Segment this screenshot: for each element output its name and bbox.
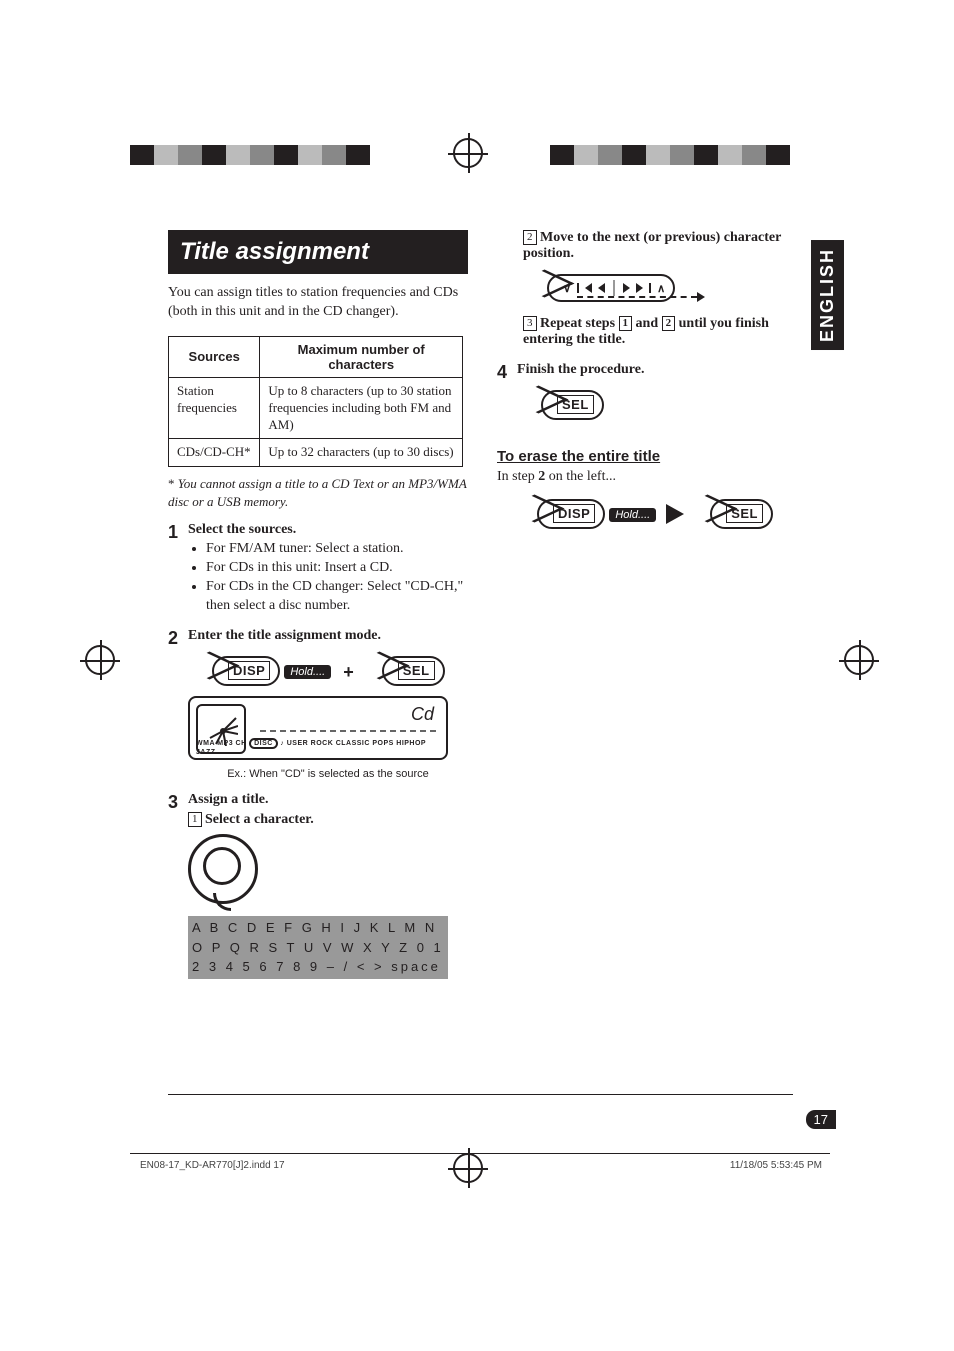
- step-number: 4: [497, 362, 507, 420]
- disp-button-icon: DISP: [537, 499, 605, 529]
- segment-row: WMA MP3 CH DISC ♪ USER ROCK CLASSIC POPS…: [196, 738, 446, 756]
- step-title: Assign a title.: [188, 792, 468, 808]
- language-tab: ENGLISH: [811, 240, 844, 350]
- table-cell: CDs/CD-CH*: [169, 439, 260, 467]
- knob-icon: [188, 834, 258, 904]
- erase-heading: To erase the entire title: [497, 448, 797, 465]
- substep-number: 1: [188, 812, 202, 827]
- registration-mark-icon: [453, 1153, 483, 1183]
- step-2: 2 Enter the title assignment mode. DISP …: [168, 628, 468, 780]
- step-number: 3: [168, 792, 178, 979]
- step-number: 1: [168, 522, 178, 616]
- sel-button-icon: SEL: [541, 390, 604, 420]
- disp-button-icon: DISP: [212, 656, 280, 686]
- bullet: For CDs in the CD changer: Select "CD-CH…: [206, 578, 468, 616]
- step-4: 4 Finish the procedure. SEL: [497, 362, 797, 420]
- display-cd-label: Cd: [411, 704, 434, 725]
- display-panel: Cd WMA MP3 CH DISC ♪ USER ROCK CLASSIC P…: [188, 696, 448, 760]
- divider: [130, 1153, 830, 1154]
- substep-2: 2 Move to the next (or previous) charact…: [497, 230, 797, 262]
- step-title: Finish the procedure.: [517, 362, 797, 378]
- registration-mark-icon: [453, 138, 483, 168]
- right-column: 2 Move to the next (or previous) charact…: [497, 230, 797, 529]
- registration-mark-icon: [85, 645, 115, 675]
- step-title: Enter the title assignment mode.: [188, 628, 468, 644]
- page-number: 17: [806, 1110, 836, 1129]
- table-cell: Up to 32 characters (up to 30 discs): [260, 439, 463, 467]
- substep-title: Select a character.: [205, 812, 314, 827]
- divider: [168, 1094, 793, 1095]
- step-3: 3 Assign a title. 1 Select a character. …: [168, 792, 468, 979]
- footnote: * You cannot assign a title to a CD Text…: [168, 475, 468, 510]
- example-caption: Ex.: When "CD" is selected as the source: [188, 768, 468, 780]
- erase-text: In step 2 on the left...: [497, 469, 797, 485]
- hold-tag: Hold....: [609, 508, 656, 522]
- hold-tag: Hold....: [284, 665, 331, 679]
- table-cell: Up to 8 characters (up to 30 station fre…: [260, 377, 463, 439]
- step-title: Select the sources.: [188, 522, 468, 538]
- substep-number: 3: [523, 316, 537, 331]
- table-header: Sources: [169, 336, 260, 377]
- bullet: For FM/AM tuner: Select a station.: [206, 540, 468, 559]
- substep-number: 2: [523, 230, 537, 245]
- left-column: Title assignment You can assign titles t…: [168, 230, 468, 979]
- step-number: 2: [168, 628, 178, 780]
- section-title: Title assignment: [168, 230, 468, 274]
- substep-3: 3 Repeat steps 1 and 2 until you finish …: [497, 316, 797, 348]
- bullet: For CDs in this unit: Insert a CD.: [206, 559, 468, 578]
- dashed-arrow-icon: [577, 296, 697, 298]
- footer-timestamp: 11/18/05 5:53:45 PM: [730, 1160, 822, 1171]
- sel-button-icon: SEL: [710, 499, 773, 529]
- table-cell: Station frequencies: [169, 377, 260, 439]
- footer-filename: EN08-17_KD-AR770[J]2.indd 17: [140, 1160, 285, 1171]
- registration-mark-icon: [844, 645, 874, 675]
- sources-table: Sources Maximum number of characters Sta…: [168, 336, 463, 468]
- intro-text: You can assign titles to station frequen…: [168, 284, 468, 322]
- sel-button-icon: SEL: [382, 656, 445, 686]
- step-1: 1 Select the sources. For FM/AM tuner: S…: [168, 522, 468, 616]
- table-header: Maximum number of characters: [260, 336, 463, 377]
- character-grid: A B C D E F G H I J K L M N O P Q R S T …: [188, 916, 448, 979]
